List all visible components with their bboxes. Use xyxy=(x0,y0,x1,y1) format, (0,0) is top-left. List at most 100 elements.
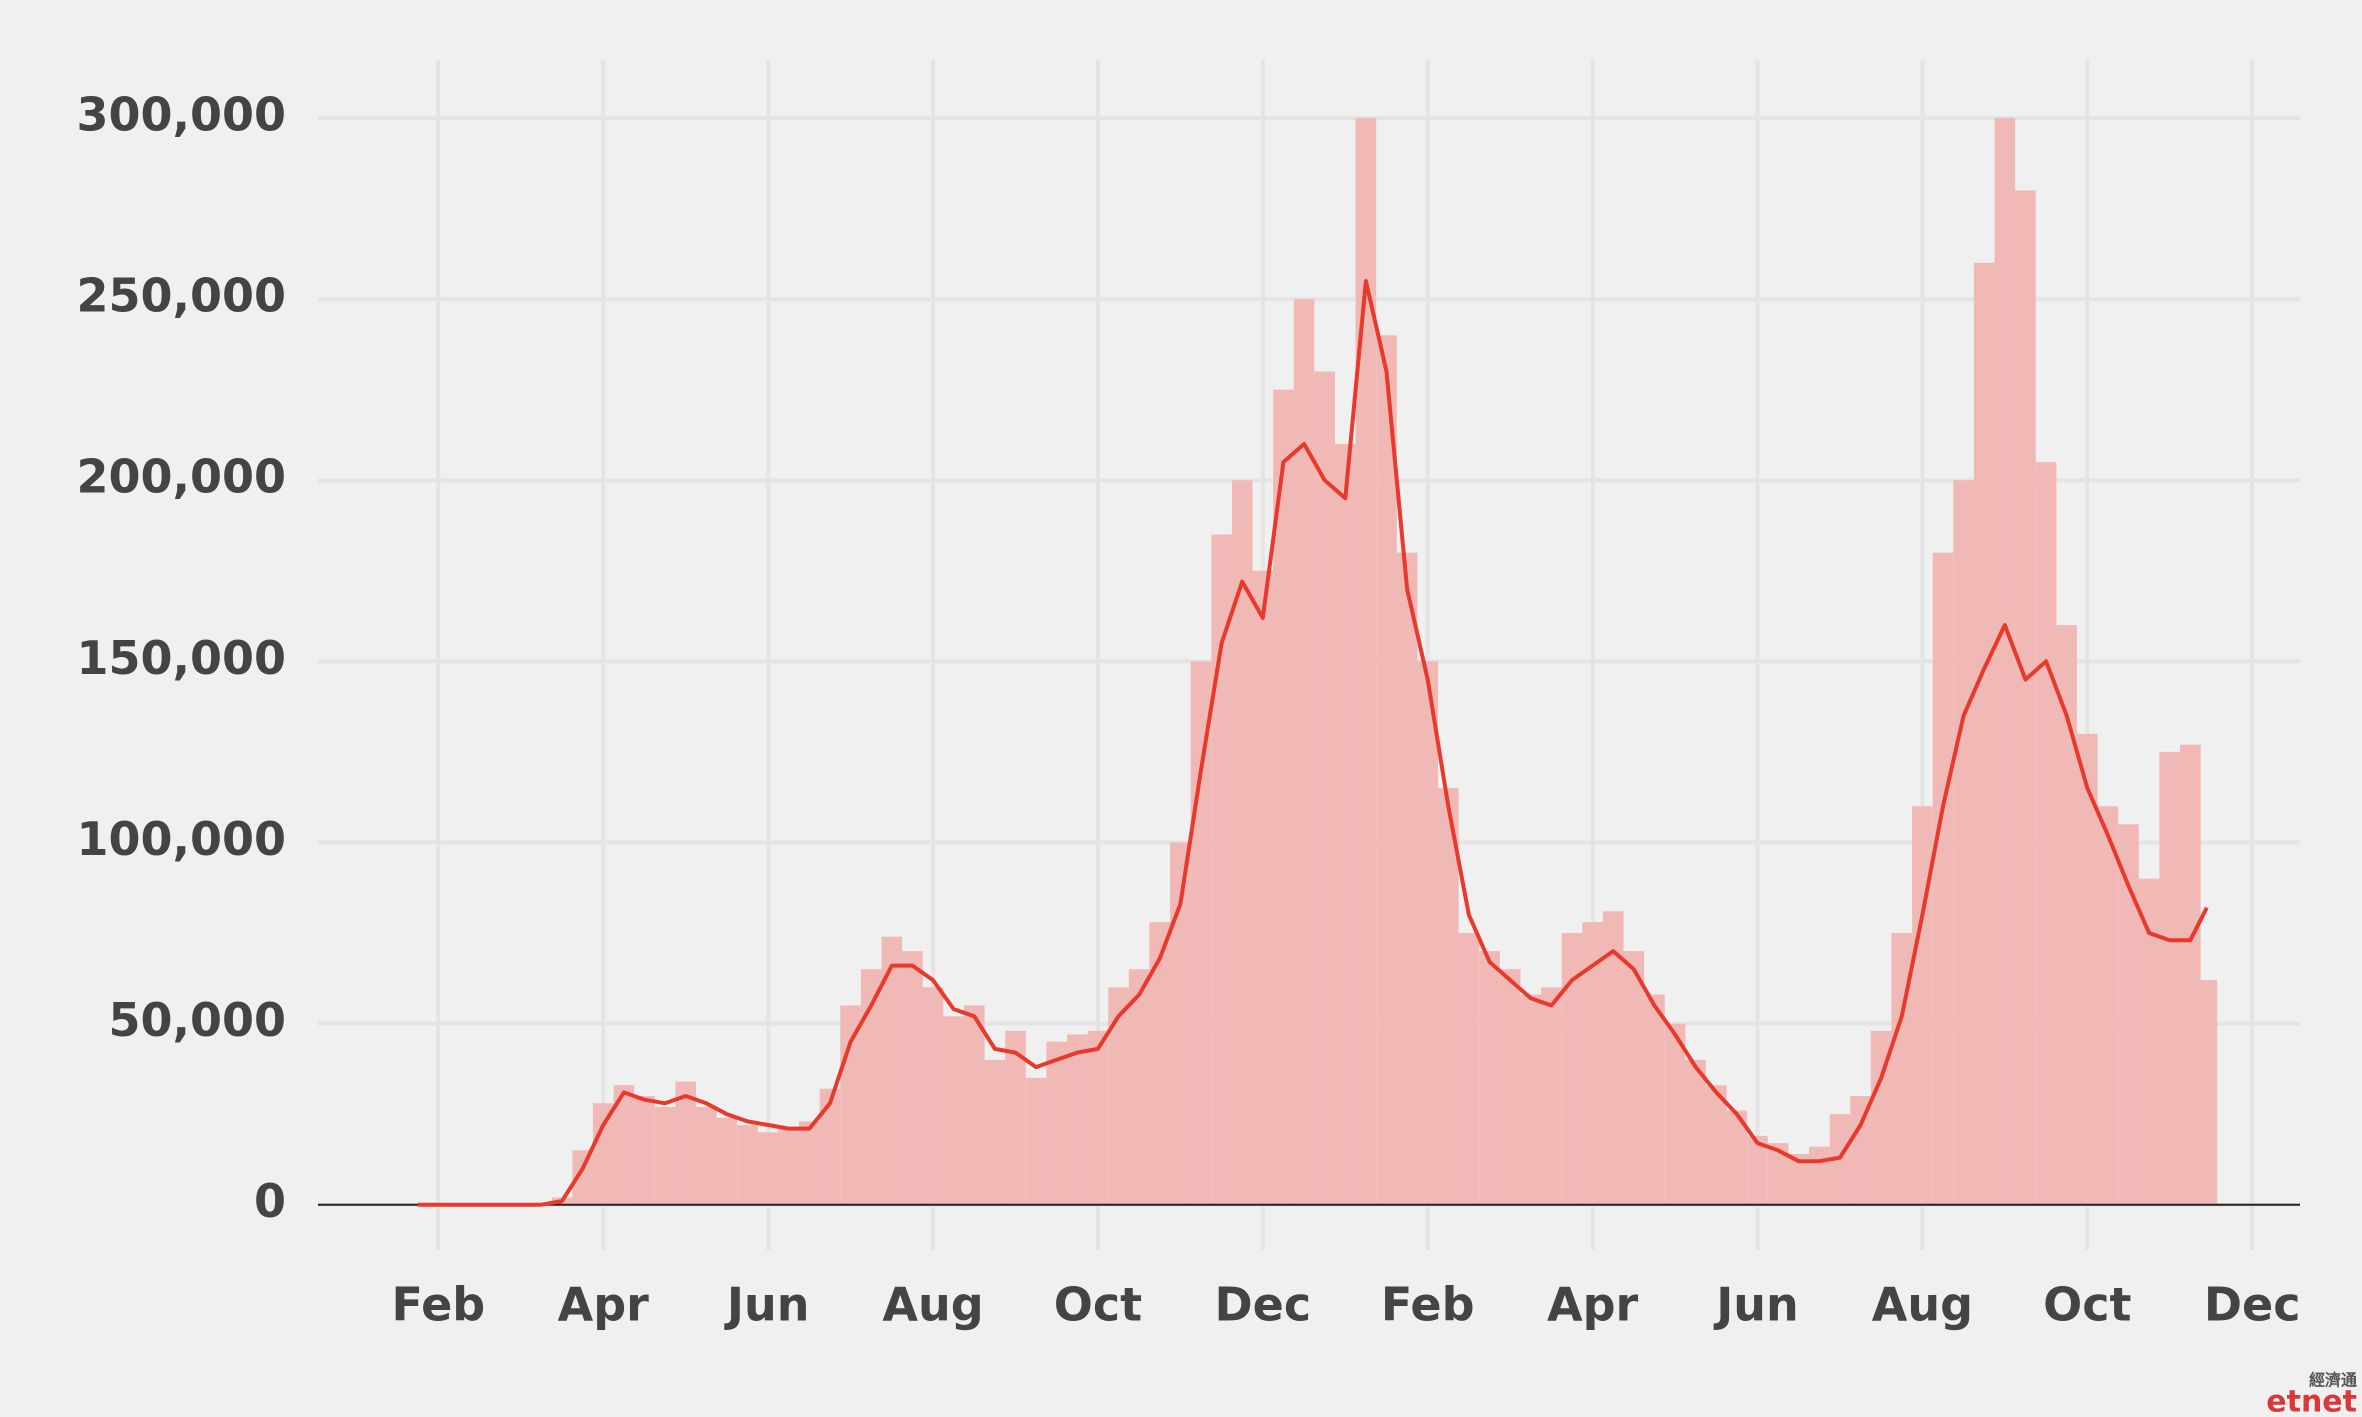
bar xyxy=(572,1150,593,1205)
bar xyxy=(1541,987,1562,1205)
bar xyxy=(902,951,923,1205)
bar xyxy=(1438,788,1459,1205)
x-tick-label: Jun xyxy=(1713,1278,1799,1332)
bar xyxy=(1108,987,1129,1205)
bar xyxy=(1953,480,1974,1205)
y-tick-label: 150,000 xyxy=(76,631,286,685)
bar xyxy=(1149,922,1171,1205)
bar xyxy=(963,1005,985,1205)
bar xyxy=(1994,117,2016,1205)
bar xyxy=(1850,1096,1871,1205)
bar xyxy=(778,1128,800,1205)
bar xyxy=(1561,933,1583,1205)
x-tick-label: Aug xyxy=(1872,1278,1973,1332)
bar xyxy=(1705,1085,1727,1205)
bar xyxy=(1170,842,1191,1205)
watermark-bottom: etnet xyxy=(2266,1385,2357,1417)
bar xyxy=(860,969,882,1205)
bar xyxy=(1417,661,1439,1205)
bar xyxy=(984,1059,1006,1205)
bar xyxy=(2035,462,2057,1205)
bar xyxy=(1252,570,1274,1205)
bar xyxy=(1582,922,1603,1205)
bar xyxy=(675,1081,697,1205)
bar xyxy=(1870,1030,1892,1205)
x-tick-label: Dec xyxy=(1215,1278,1312,1332)
y-tick-label: 200,000 xyxy=(76,450,286,504)
y-tick-label: 50,000 xyxy=(108,993,286,1047)
bar xyxy=(1479,951,1500,1205)
x-tick-label: Oct xyxy=(1054,1278,1142,1332)
bar xyxy=(654,1106,676,1205)
bar xyxy=(2097,806,2119,1205)
bar xyxy=(1293,299,1315,1205)
bar xyxy=(1376,335,1397,1205)
y-tick-label: 300,000 xyxy=(76,87,286,141)
bar xyxy=(1664,1023,1686,1205)
bar xyxy=(1809,1146,1830,1205)
bar xyxy=(1520,994,1542,1205)
bar xyxy=(1788,1154,1810,1205)
bar xyxy=(696,1106,717,1205)
bar xyxy=(1128,969,1150,1205)
bar xyxy=(757,1132,779,1205)
x-tick-label: Apr xyxy=(1547,1278,1639,1332)
watermark-top: 經濟通 xyxy=(2309,1371,2357,1390)
bar xyxy=(1355,117,1377,1205)
bar xyxy=(1973,262,1995,1205)
x-tick-label: Apr xyxy=(558,1278,650,1332)
x-tick-label: Jun xyxy=(724,1278,810,1332)
bar xyxy=(922,987,944,1205)
bar xyxy=(737,1125,758,1205)
bar xyxy=(1644,994,1665,1205)
bar xyxy=(2180,744,2201,1205)
bar xyxy=(881,936,903,1205)
bar xyxy=(1314,371,1335,1205)
bar xyxy=(1747,1135,1768,1205)
bar xyxy=(1190,661,1212,1205)
bar xyxy=(2015,190,2036,1205)
bar xyxy=(2056,625,2077,1205)
bar xyxy=(1932,552,1954,1205)
bar xyxy=(1067,1034,1088,1205)
bar xyxy=(2196,980,2218,1205)
x-tick-label: Dec xyxy=(2204,1278,2301,1332)
bar xyxy=(2159,751,2181,1205)
bar xyxy=(1231,480,1253,1205)
bar xyxy=(1602,911,1624,1205)
bar xyxy=(840,1005,861,1205)
bar xyxy=(1025,1077,1047,1205)
bar xyxy=(1273,389,1294,1205)
bar xyxy=(1623,951,1645,1205)
line xyxy=(417,279,2209,1207)
x-tick-label: Aug xyxy=(882,1278,983,1332)
bar xyxy=(1046,1041,1068,1205)
bar xyxy=(613,1085,635,1205)
bar xyxy=(1458,933,1480,1205)
y-tick-label: 250,000 xyxy=(76,269,286,323)
bar xyxy=(634,1096,655,1205)
bar xyxy=(1767,1143,1789,1205)
y-tick-label: 100,000 xyxy=(76,812,286,866)
bar xyxy=(1396,552,1418,1205)
bar xyxy=(1334,443,1356,1205)
bar xyxy=(1499,969,1521,1205)
bar xyxy=(1912,806,1933,1205)
bar xyxy=(1005,1030,1026,1205)
bar xyxy=(799,1121,820,1205)
bar xyxy=(2118,824,2139,1205)
bar xyxy=(2138,878,2160,1205)
bar xyxy=(943,1016,964,1205)
bar xyxy=(592,1103,614,1205)
bar xyxy=(2076,733,2098,1205)
x-tick-label: Feb xyxy=(392,1278,486,1332)
bar xyxy=(1685,1059,1706,1205)
bar xyxy=(716,1117,738,1205)
y-tick-label: 0 xyxy=(254,1174,286,1228)
bar xyxy=(1211,534,1232,1205)
bar xyxy=(1087,1030,1109,1205)
bar xyxy=(1726,1110,1748,1205)
x-tick-label: Feb xyxy=(1381,1278,1475,1332)
